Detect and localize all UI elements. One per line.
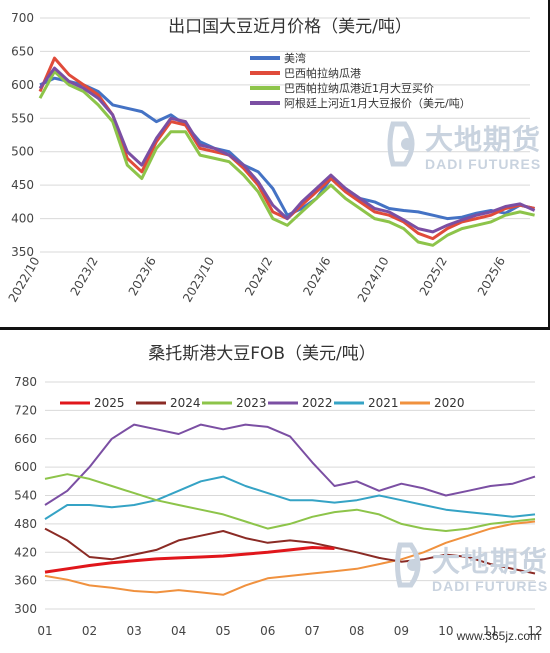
legend-label: 2025 <box>94 396 125 410</box>
y-tick-label: 500 <box>11 145 34 159</box>
series-line <box>44 546 335 574</box>
x-tick-label: 05 <box>216 624 231 638</box>
watermark-cn: 大地期货 <box>425 124 542 155</box>
x-tick-label: 09 <box>394 624 409 638</box>
y-tick-label: 600 <box>11 78 34 92</box>
chart-title: 出口国大豆近月价格（美元/吨） <box>168 17 412 37</box>
dadi-logo-icon <box>385 118 425 174</box>
x-tick-label: 07 <box>305 624 320 638</box>
y-tick-label: 780 <box>14 375 37 389</box>
chart-panel-santos-fob: 桑托斯港大豆FOB（美元/吨） 300 360 420 480 540 600 660 720 7… <box>0 330 550 649</box>
x-tick-label: 10 <box>438 624 453 638</box>
y-tick-label: 350 <box>11 245 34 259</box>
y-tick-label: 550 <box>11 111 34 125</box>
y-tick-label: 420 <box>14 545 37 559</box>
chart-frame <box>0 0 550 330</box>
chart-panel-export-prices: 350 400 450 500 550 600 650 700 2022/10 2023/2 202… <box>0 0 550 330</box>
y-tick-label: 700 <box>11 11 34 25</box>
series-line <box>44 475 536 520</box>
y-tick-label: 600 <box>14 460 37 474</box>
series-line <box>38 70 535 247</box>
legend-label: 巴西帕拉纳瓜港近1月大豆买价 <box>284 81 434 95</box>
series-line <box>44 423 536 506</box>
y-tick-label: 480 <box>14 517 37 531</box>
x-tick-label: 12 <box>527 624 542 638</box>
footer-site: www.365jz.com <box>456 629 540 643</box>
y-tick-label: 450 <box>11 178 34 192</box>
legend-label: 阿根廷上河近1月大豆报价（美元/吨） <box>284 96 471 110</box>
series-line <box>44 527 536 575</box>
legend-label: 美湾 <box>284 51 306 65</box>
x-tick-label: 02 <box>82 624 97 638</box>
watermark-cn: 大地期货 <box>432 546 549 577</box>
watermark-en: DADI FUTURES <box>425 156 542 172</box>
legend-label: 2024 <box>170 396 201 410</box>
legend-label: 巴西帕拉纳瓜港 <box>284 66 361 80</box>
santos-fob-chart: 桑托斯港大豆FOB（美元/吨） 300 360 420 480 540 600 660 720 7… <box>14 344 543 638</box>
y-tick-label: 360 <box>14 574 37 588</box>
y-tick-label: 720 <box>14 403 37 417</box>
x-tick-label: 03 <box>126 624 141 638</box>
legend-label: 2023 <box>236 396 267 410</box>
dadi-logo-icon <box>393 540 429 594</box>
legend-label: 2021 <box>368 396 399 410</box>
x-tick-label: 11 <box>483 624 498 638</box>
x-tick-label: 04 <box>171 624 186 638</box>
watermark-en: DADI FUTURES <box>432 578 549 594</box>
legend-label: 2020 <box>434 396 465 410</box>
series-line <box>44 473 536 532</box>
x-tick-label: 01 <box>37 624 52 638</box>
y-tick-label: 400 <box>11 212 34 226</box>
series-line <box>38 66 536 234</box>
x-tick-label: 08 <box>349 624 364 638</box>
x-tick-label: 06 <box>260 624 275 638</box>
y-tick-label: 660 <box>14 432 37 446</box>
series-line <box>44 520 536 596</box>
y-tick-label: 300 <box>14 602 37 616</box>
series-line <box>39 76 535 221</box>
chart-title: 桑托斯港大豆FOB（美元/吨） <box>148 344 376 364</box>
y-tick-label: 650 <box>11 44 34 58</box>
legend-label: 2022 <box>302 396 333 410</box>
y-tick-label: 540 <box>14 489 37 503</box>
